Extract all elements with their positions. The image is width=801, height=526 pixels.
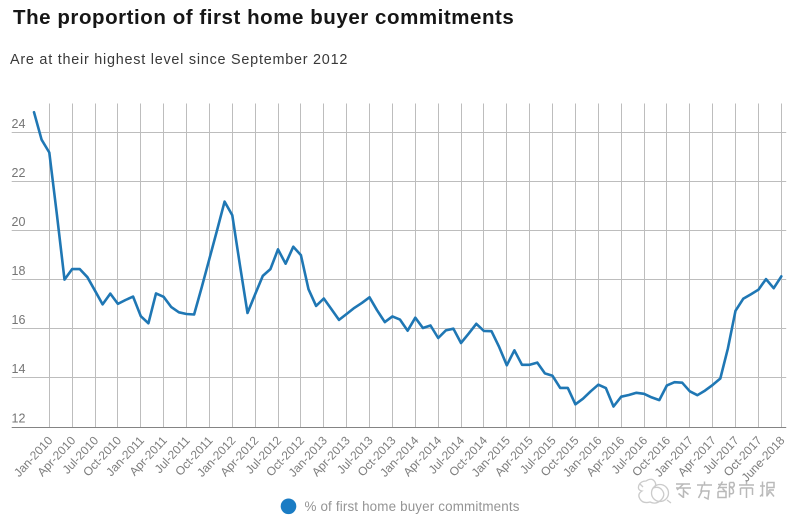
svg-text:18: 18 bbox=[12, 264, 26, 278]
svg-text:% of first home buyer commitme: % of first home buyer commitments bbox=[305, 499, 520, 514]
svg-text:14: 14 bbox=[12, 362, 26, 376]
svg-text:12: 12 bbox=[12, 412, 26, 426]
svg-text:24: 24 bbox=[12, 117, 26, 131]
svg-text:16: 16 bbox=[12, 313, 26, 327]
svg-text:20: 20 bbox=[12, 215, 26, 229]
svg-text:22: 22 bbox=[12, 166, 26, 180]
